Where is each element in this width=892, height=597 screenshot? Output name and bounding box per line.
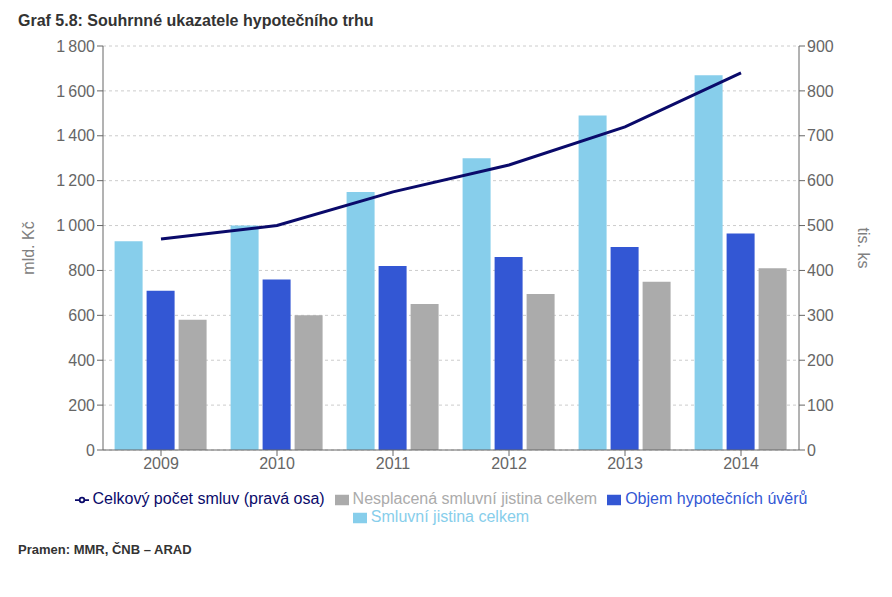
svg-text:2013: 2013	[607, 455, 643, 472]
html-text:Smluvní jistina celkem: Smluvní jistina celkem	[370, 508, 530, 525]
svg-text:700: 700	[807, 127, 834, 144]
svg-text:500: 500	[807, 217, 834, 234]
svg-text:2014: 2014	[723, 455, 759, 472]
svg-text:800: 800	[807, 83, 834, 100]
svg-text:600: 600	[807, 172, 834, 189]
html-text:Objem hypotečních úvěrů: Objem hypotečních úvěrů	[625, 490, 808, 507]
svg-text:600: 600	[68, 307, 95, 324]
html-text:Pramen: MMR, ČNB – ARAD: Pramen: MMR, ČNB – ARAD	[18, 542, 192, 557]
svg-text:mld. Kč: mld. Kč	[20, 221, 37, 274]
svg-text:400: 400	[68, 352, 95, 369]
html-text:Nesplacená smluvní jistina cel: Nesplacená smluvní jistina celkem	[352, 490, 598, 507]
svg-text:100: 100	[807, 397, 834, 414]
svg-text:tis. ks: tis. ks	[855, 228, 872, 269]
svg-text:800: 800	[68, 262, 95, 279]
svg-text:2010: 2010	[259, 455, 295, 472]
svg-text:900: 900	[807, 38, 834, 55]
svg-text:1 600: 1 600	[56, 83, 95, 100]
html-text:Graf 5.8: Souhrnné ukazatele h: Graf 5.8: Souhrnné ukazatele hypotečního…	[18, 12, 374, 29]
svg-text:2012: 2012	[491, 455, 527, 472]
svg-text:1 800: 1 800	[56, 38, 95, 55]
svg-text:1 000: 1 000	[56, 217, 95, 234]
svg-text:0: 0	[86, 442, 95, 459]
svg-text:2011: 2011	[376, 455, 411, 472]
svg-text:400: 400	[807, 262, 834, 279]
svg-text:0: 0	[807, 442, 816, 459]
svg-text:300: 300	[807, 307, 834, 324]
svg-text:200: 200	[807, 352, 834, 369]
svg-text:1 200: 1 200	[56, 172, 95, 189]
svg-text:200: 200	[68, 397, 95, 414]
svg-text:1 400: 1 400	[56, 127, 95, 144]
svg-text:2009: 2009	[143, 455, 179, 472]
html-text:Celkový počet smluv (pravá osa: Celkový počet smluv (pravá osa)	[92, 490, 325, 507]
